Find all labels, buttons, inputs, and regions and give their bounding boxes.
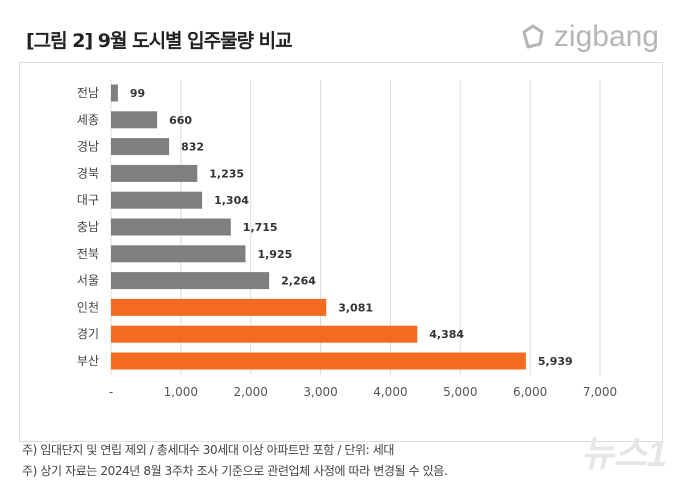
bar <box>111 352 526 370</box>
bar <box>111 164 198 182</box>
x-tick-label: - <box>109 385 113 399</box>
bar <box>111 138 170 156</box>
category-label: 인천 <box>77 299 99 314</box>
data-label: 660 <box>169 114 192 127</box>
x-tick-label: 5,000 <box>443 385 477 399</box>
x-tick-label: 4,000 <box>373 385 407 399</box>
data-label: 1,304 <box>214 194 249 207</box>
zigbang-logo-icon <box>522 24 544 49</box>
data-label: 1,715 <box>243 221 278 234</box>
category-label: 경기 <box>77 327 99 341</box>
category-label: 부산 <box>77 354 99 368</box>
data-label: 832 <box>181 141 204 154</box>
x-tick-label: 3,000 <box>303 385 337 399</box>
category-label: 전북 <box>77 247 99 261</box>
data-label: 99 <box>130 87 145 100</box>
news1-watermark: 뉴스1 <box>580 433 667 474</box>
bar <box>111 84 118 102</box>
x-tick-label: 6,000 <box>513 385 547 399</box>
logo-text: zigbang <box>553 20 659 53</box>
zigbang-logo: zigbang <box>518 20 659 54</box>
bar <box>111 111 158 129</box>
footnote-1: 주) 임대단지 및 연립 제외 / 총세대수 30세대 이상 아파트만 포함 /… <box>22 443 394 457</box>
category-label: 경북 <box>77 166 99 180</box>
category-label: 충남 <box>77 220 99 234</box>
bar <box>111 325 418 343</box>
footnote-2: 주) 상기 자료는 2024년 8월 3주차 조사 기준으로 관련업체 사정에 … <box>22 464 448 478</box>
bar <box>111 218 231 236</box>
category-label: 세종 <box>77 113 99 127</box>
category-label: 전남 <box>77 86 99 100</box>
bar <box>111 245 246 263</box>
category-label: 대구 <box>77 193 99 207</box>
chart-title: [그림 2] 9월 도시별 입주물량 비교 <box>26 30 293 52</box>
data-label: 5,939 <box>538 355 573 368</box>
chart-frame <box>19 62 663 442</box>
data-label: 4,384 <box>429 328 464 341</box>
x-tick-label: 2,000 <box>234 385 268 399</box>
x-tick-label: 1,000 <box>164 385 198 399</box>
data-label: 1,235 <box>209 167 244 180</box>
bar <box>111 191 203 209</box>
bar <box>111 298 327 316</box>
data-label: 1,925 <box>257 248 292 261</box>
category-label: 경남 <box>77 140 99 154</box>
bar <box>111 272 270 290</box>
x-tick-label: 7,000 <box>583 385 617 399</box>
data-label: 2,264 <box>281 275 316 288</box>
category-label: 서울 <box>77 274 99 288</box>
data-label: 3,081 <box>338 301 373 314</box>
